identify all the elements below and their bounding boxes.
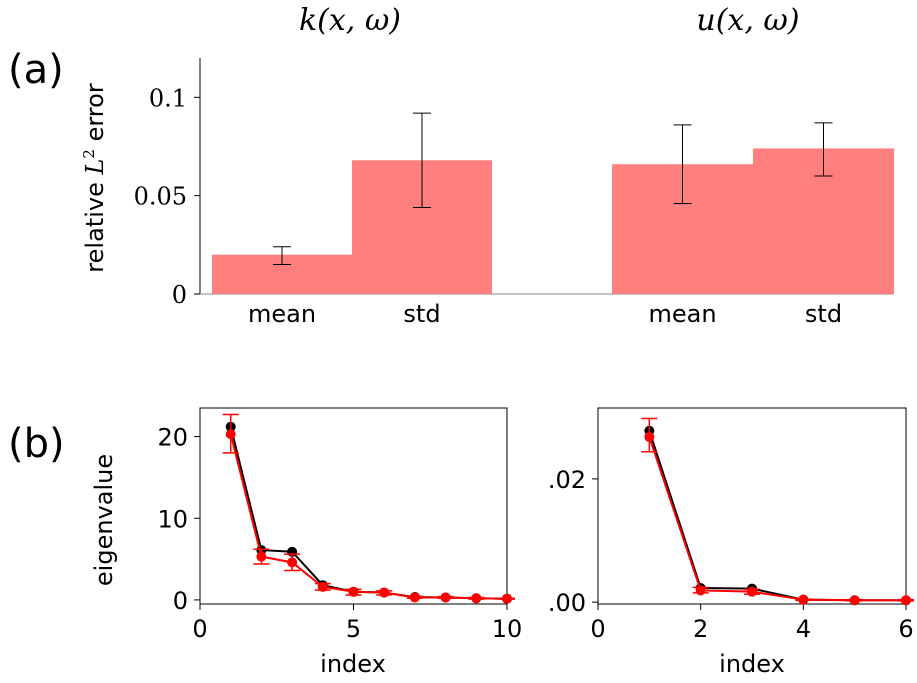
panel-label-b: (b) <box>8 421 65 467</box>
a-k-xtick-label: std <box>403 300 440 328</box>
b-k-point-1 <box>256 551 267 562</box>
column-title-u: u(x, ω) <box>696 3 799 38</box>
a-ytick-label: 0.05 <box>134 183 187 211</box>
b-k-chart: 0 5 10 0 10 20 <box>157 413 523 643</box>
b-u-xtick-label: 6 <box>898 615 913 643</box>
a-k-chart: mean std <box>212 112 492 328</box>
a-u-xtick-label: std <box>805 300 842 328</box>
panel-label-a: (a) <box>8 47 64 93</box>
b-u-point-1 <box>849 595 860 606</box>
b-k-xtick-label: 5 <box>346 615 361 643</box>
a-yticks: 0 0.05 0.1 <box>134 84 200 309</box>
b-u-xtick-label: 4 <box>796 615 811 643</box>
b-u-series-line-0 <box>648 430 906 602</box>
a-ytick-label: 0.1 <box>149 84 187 112</box>
b-k-point-1 <box>502 593 512 604</box>
a-u-xtick-label: mean <box>648 300 716 328</box>
b-k-point-1 <box>348 586 359 597</box>
b-k-frame <box>199 407 508 605</box>
b-u-ytick-label: .00 <box>548 589 586 617</box>
b-k-point-1 <box>471 593 482 604</box>
b-u-xtick-label: 0 <box>590 615 605 643</box>
b-k-xtick-label: 0 <box>192 615 207 643</box>
b-u-xtick-label: 2 <box>693 615 708 643</box>
b-u-point-1 <box>747 586 757 597</box>
b-k-point-1 <box>379 587 390 598</box>
a-ylabel: relative L2 error <box>80 83 109 273</box>
b-k-point-1 <box>287 557 298 568</box>
b-k-series-line-1 <box>229 433 508 600</box>
b-k-point-1 <box>409 592 420 603</box>
b-k-point-1 <box>317 581 328 592</box>
b-k-xtick-label: 10 <box>492 615 523 643</box>
b-k-series-line-0 <box>229 426 508 600</box>
column-title-k: k(x, ω) <box>299 3 401 38</box>
b-k-xlabel: index <box>320 650 386 678</box>
b-u-series-line-1 <box>648 436 906 602</box>
b-u-point-1 <box>798 594 809 605</box>
a-k-xtick-label: mean <box>248 300 316 328</box>
b-u-ytick-label: .02 <box>548 466 586 494</box>
b-u-frame <box>597 407 907 605</box>
b-u-chart: 0 2 4 6 .00 .02 <box>548 417 914 643</box>
b-k-point-1 <box>225 429 236 440</box>
a-u-chart: mean std <box>612 122 894 328</box>
a-ytick-label: 0 <box>172 281 187 309</box>
b-u-xlabel: index <box>719 650 785 678</box>
b-k-point-1 <box>440 592 451 603</box>
b-ylabel: eigenvalue <box>90 454 118 586</box>
b-k-ytick-label: 0 <box>173 587 188 615</box>
b-k-ytick-label: 20 <box>157 424 188 452</box>
b-k-ytick-label: 10 <box>157 505 188 533</box>
b-u-point-1 <box>695 585 706 596</box>
b-u-point-1 <box>901 595 911 606</box>
b-u-point-1 <box>644 431 655 442</box>
